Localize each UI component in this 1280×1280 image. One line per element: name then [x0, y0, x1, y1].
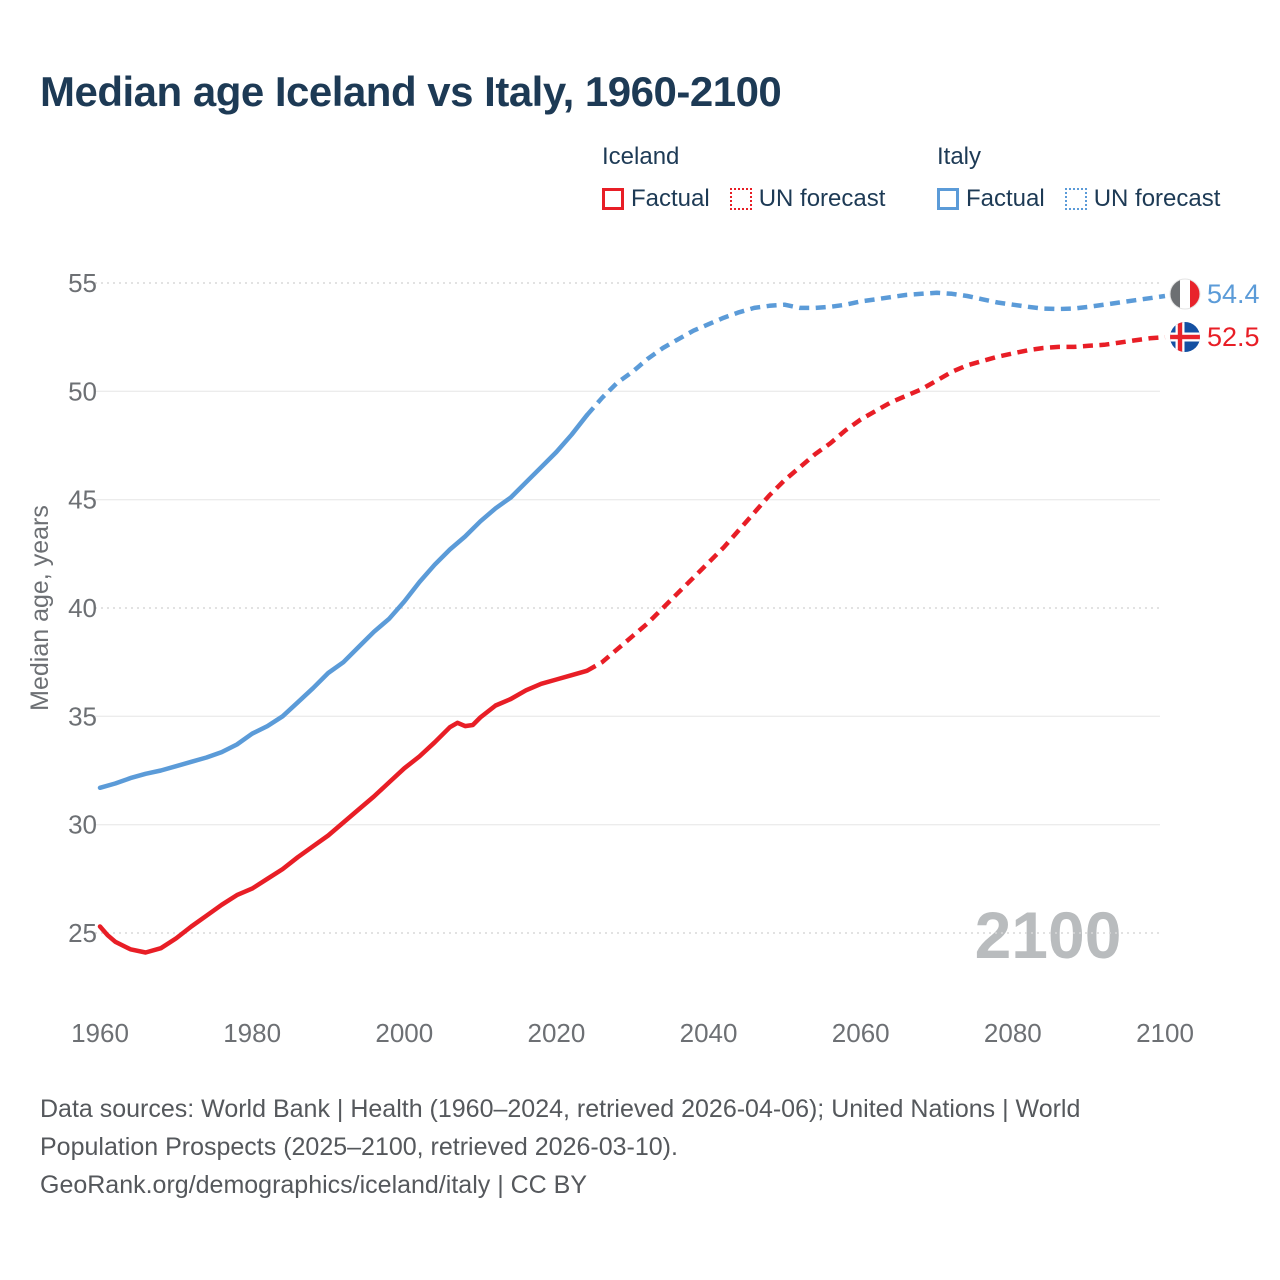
line-italy-un-forecast — [585, 290, 1166, 417]
watermark-year: 2100 — [975, 898, 1122, 972]
x-tick-label: 2040 — [680, 1018, 738, 1048]
iceland-end-value: 52.5 — [1207, 322, 1260, 352]
y-axis-title: Median age, years — [26, 505, 54, 711]
y-tick-label: 50 — [68, 376, 97, 406]
gridlines — [95, 282, 1160, 934]
italy-factual-swatch-icon — [937, 188, 959, 210]
footer-line-1: Data sources: World Bank | Health (1960–… — [40, 1095, 1081, 1123]
italy-forecast-swatch-icon — [1064, 188, 1087, 210]
legend-italy-row: Factual UN forecast — [937, 185, 1220, 213]
y-tick-label: 35 — [68, 701, 97, 731]
data-sources-footer: Data sources: World Bank | Health (1960–… — [40, 1090, 1220, 1204]
x-tick-label: 2000 — [375, 1018, 433, 1048]
x-axis-tick-labels: 1960 1980 2000 2020 2040 2060 2080 2100 — [71, 1018, 1194, 1048]
footer-line-3: GeoRank.org/demographics/iceland/italy |… — [40, 1171, 588, 1199]
iceland-factual-swatch-icon — [602, 188, 624, 210]
line-iceland-factual — [97, 668, 590, 955]
legend-group-iceland: Iceland Factual UN forecast — [602, 143, 885, 213]
y-tick-label: 55 — [68, 268, 97, 298]
y-tick-label: 30 — [68, 810, 97, 840]
page-title: Median age Iceland vs Italy, 1960-2100 — [40, 68, 782, 115]
x-tick-label: 1960 — [71, 1018, 129, 1048]
line-iceland-un-forecast — [585, 334, 1166, 673]
legend-group-italy: Italy Factual UN forecast — [937, 143, 1220, 213]
x-tick-label: 2020 — [528, 1018, 586, 1048]
legend-italy-title: Italy — [937, 143, 982, 170]
x-tick-label: 2060 — [832, 1018, 890, 1048]
legend-iceland-title: Iceland — [602, 143, 680, 170]
iceland-flag-icon — [1170, 322, 1200, 352]
x-tick-label: 2080 — [984, 1018, 1042, 1048]
line-italy-factual — [97, 412, 590, 791]
y-tick-label: 40 — [68, 593, 97, 623]
y-tick-label: 45 — [68, 485, 97, 515]
legend-iceland-row: Factual UN forecast — [602, 185, 885, 213]
y-axis-tick-labels: 25 30 35 40 45 50 55 — [68, 268, 97, 948]
iceland-factual-label: Factual — [631, 185, 710, 212]
footer-line-2: Population Prospects (2025–2100, retriev… — [40, 1133, 678, 1161]
iceland-forecast-swatch-icon — [729, 188, 752, 210]
italy-factual-label: Factual — [966, 185, 1045, 212]
italy-forecast-label: UN forecast — [1093, 185, 1221, 212]
iceland-forecast-label: UN forecast — [758, 185, 886, 212]
x-tick-label: 2100 — [1136, 1018, 1194, 1048]
x-tick-label: 1980 — [223, 1018, 281, 1048]
italy-end-value: 54.4 — [1207, 279, 1260, 309]
data-series-lines — [97, 290, 1166, 955]
italy-flag-icon — [1169, 278, 1201, 310]
y-tick-label: 25 — [68, 918, 97, 948]
